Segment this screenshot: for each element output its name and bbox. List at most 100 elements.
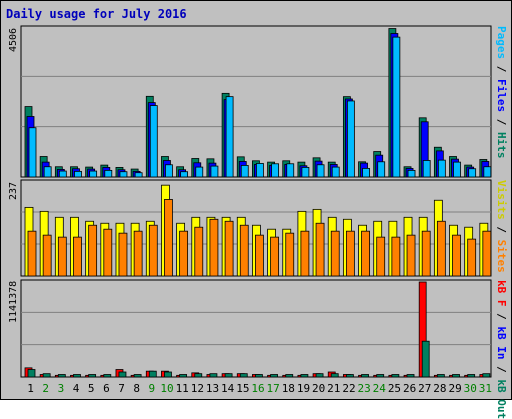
sites-bar-day-6 [103, 228, 113, 277]
day-label-6: 6 [103, 382, 110, 395]
day-label-30: 30 [464, 382, 477, 395]
pages-bar-day-15 [240, 165, 249, 178]
day-label-2: 2 [42, 382, 49, 395]
kbout-bar-day-21 [330, 373, 339, 378]
day-label-3: 3 [58, 382, 65, 395]
day-label-13: 13 [206, 382, 219, 395]
sites-bar-day-3 [57, 236, 67, 277]
hits-panel [20, 25, 492, 178]
kbout-bar-day-29 [452, 374, 460, 378]
pages-bar-day-17 [271, 163, 279, 178]
day-label-14: 14 [221, 382, 235, 395]
pages-bar-day-3 [58, 170, 67, 178]
kbout-bar-day-18 [285, 374, 294, 378]
pages-bar-day-1 [28, 127, 37, 178]
day-label-22: 22 [342, 382, 355, 395]
pages-bar-day-9 [149, 105, 158, 178]
kbout-bar-day-24 [376, 374, 385, 378]
kbout-bar-day-10 [164, 371, 172, 378]
kbout-bar-day-30 [467, 374, 476, 378]
pages-bar-day-2 [43, 166, 52, 178]
sites-bar-day-2 [42, 234, 52, 277]
sites-bar-day-24 [376, 236, 386, 277]
kbout-bar-day-17 [270, 374, 278, 378]
day-label-15: 15 [236, 382, 249, 395]
pages-bar-day-8 [134, 172, 143, 178]
sites-bar-day-18 [285, 232, 295, 277]
sites-bar-day-28 [436, 220, 446, 277]
day-label-20: 20 [312, 382, 325, 395]
day-label-9: 9 [149, 382, 156, 395]
day-label-10: 10 [160, 382, 173, 395]
pages-bar-day-10 [165, 164, 173, 178]
day-label-1: 1 [27, 382, 34, 395]
day-label-21: 21 [327, 382, 340, 395]
day-label-5: 5 [88, 382, 95, 395]
kbout-bar-day-23 [361, 374, 369, 378]
pages-bar-day-13 [210, 165, 219, 178]
pages-bar-day-31 [483, 166, 492, 178]
kbout-bar-day-28 [436, 374, 445, 378]
pages-bar-day-14 [225, 96, 234, 178]
pages-bar-day-21 [331, 166, 340, 178]
pages-bar-day-28 [437, 159, 446, 178]
sites-bar-day-7 [118, 232, 128, 277]
pages-bar-day-23 [362, 168, 370, 178]
pages-bar-day-29 [453, 161, 461, 178]
sites-bar-day-1 [27, 230, 37, 277]
sites-bar-day-29 [452, 234, 461, 277]
kbout-bar-day-8 [133, 374, 142, 378]
sites-bar-day-12 [194, 226, 204, 277]
day-label-25: 25 [388, 382, 401, 395]
sites-bar-day-14 [224, 220, 234, 277]
day-label-19: 19 [297, 382, 310, 395]
pages-bar-day-16 [256, 163, 264, 178]
pages-bar-day-18 [286, 163, 295, 178]
day-label-7: 7 [118, 382, 125, 395]
day-label-11: 11 [176, 382, 189, 395]
day-label-28: 28 [433, 382, 446, 395]
kbout-bar-day-3 [57, 374, 66, 378]
sites-bar-day-5 [88, 224, 98, 277]
kbout-bar-day-4 [73, 374, 81, 378]
pages-bar-day-4 [74, 170, 82, 178]
pages-bar-day-20 [316, 164, 325, 178]
kbout-bar-day-22 [345, 374, 354, 378]
kbout-bar-day-7 [118, 371, 127, 378]
day-label-24: 24 [373, 382, 387, 395]
sites-bar-day-26 [406, 234, 416, 277]
kbout-bar-day-26 [406, 374, 415, 378]
kbout-bar-day-16 [255, 374, 263, 378]
kbout-bar-day-19 [300, 374, 309, 378]
sites-bar-day-13 [209, 218, 219, 277]
sites-bar-day-30 [467, 238, 477, 277]
pages-bar-day-19 [301, 167, 310, 178]
sites-bar-day-17 [270, 236, 279, 277]
kbout-bar-day-20 [315, 373, 324, 378]
sites-bar-day-31 [482, 230, 492, 277]
chart-title: Daily usage for July 2016 [6, 7, 187, 21]
kbout-bar-day-1 [27, 369, 36, 378]
kbout-bar-day-9 [148, 370, 157, 378]
kbout-bar-day-14 [224, 373, 233, 378]
pages-bar-day-30 [468, 168, 477, 178]
sites-bar-day-27 [421, 230, 431, 277]
sites-bar-day-15 [239, 224, 249, 277]
day-label-4: 4 [73, 382, 80, 395]
kbout-bar-day-13 [209, 373, 218, 378]
pages-bar-day-11 [180, 171, 189, 178]
pages-bar-day-27 [422, 160, 431, 178]
pages-bar-day-24 [377, 161, 386, 178]
day-label-12: 12 [191, 382, 204, 395]
sites-bar-day-25 [391, 236, 401, 277]
pages-bar-day-22 [346, 100, 355, 178]
sites-bar-day-23 [361, 230, 370, 277]
day-label-16: 16 [251, 382, 264, 395]
day-label-18: 18 [282, 382, 295, 395]
sites-bar-day-16 [255, 234, 264, 277]
kbout-bar-day-6 [103, 374, 112, 378]
day-label-17: 17 [267, 382, 280, 395]
kbout-bar-day-12 [194, 373, 203, 378]
sites-bar-day-21 [330, 230, 340, 277]
sites-bar-day-22 [345, 230, 355, 277]
